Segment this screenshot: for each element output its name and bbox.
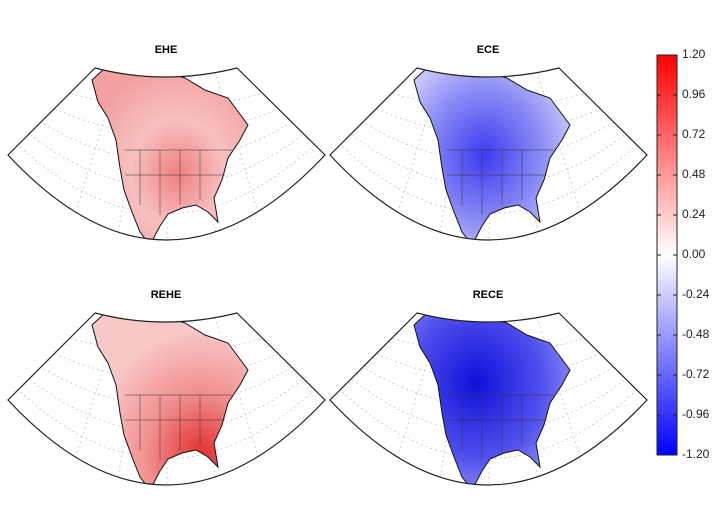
graticule [339, 124, 638, 188]
graticule [12, 139, 321, 214]
graticule [17, 369, 316, 433]
tick-label: -0.24 [682, 287, 710, 301]
graticule [334, 384, 643, 459]
graticule [334, 139, 643, 214]
map-content [12, 68, 321, 240]
colorbar: 1.20 0.96 0.72 0.48 0.24 0.00 -0.24 -0.48 -0.72 -… [656, 47, 710, 461]
tick-label: 1.20 [682, 47, 706, 61]
tick-label: 0.00 [682, 247, 706, 261]
tick-label: 0.48 [682, 167, 706, 181]
graticule [339, 369, 638, 433]
map-frame [7, 312, 326, 486]
tick-label: -0.48 [682, 327, 710, 341]
panel-title: EHE [155, 44, 178, 56]
map-panel: ECE [329, 44, 648, 241]
borders [447, 394, 554, 460]
map-frame [329, 312, 648, 486]
borders [125, 149, 232, 215]
map-content [334, 313, 643, 485]
graticule [12, 384, 321, 459]
map-content [334, 68, 643, 240]
tick-label: -0.72 [682, 367, 710, 381]
map-frame [7, 67, 326, 241]
tick-label: 0.24 [682, 207, 706, 221]
panel-title: ECE [477, 44, 500, 56]
graticule [17, 124, 316, 188]
map-panel: RECE [329, 289, 648, 486]
borders [125, 394, 232, 460]
tick-label: 0.96 [682, 87, 706, 101]
panels: EHE ECE REHE RECE [7, 44, 648, 486]
tick-label: 0.72 [682, 127, 706, 141]
tick-label: -1.20 [682, 447, 710, 461]
map-frame [329, 67, 648, 241]
panel-title: RECE [473, 289, 504, 301]
map-panel: REHE [7, 289, 326, 486]
tick-label: -0.96 [682, 407, 710, 421]
map-panel: EHE [7, 44, 326, 241]
borders [447, 149, 554, 215]
panel-title: REHE [151, 289, 182, 301]
